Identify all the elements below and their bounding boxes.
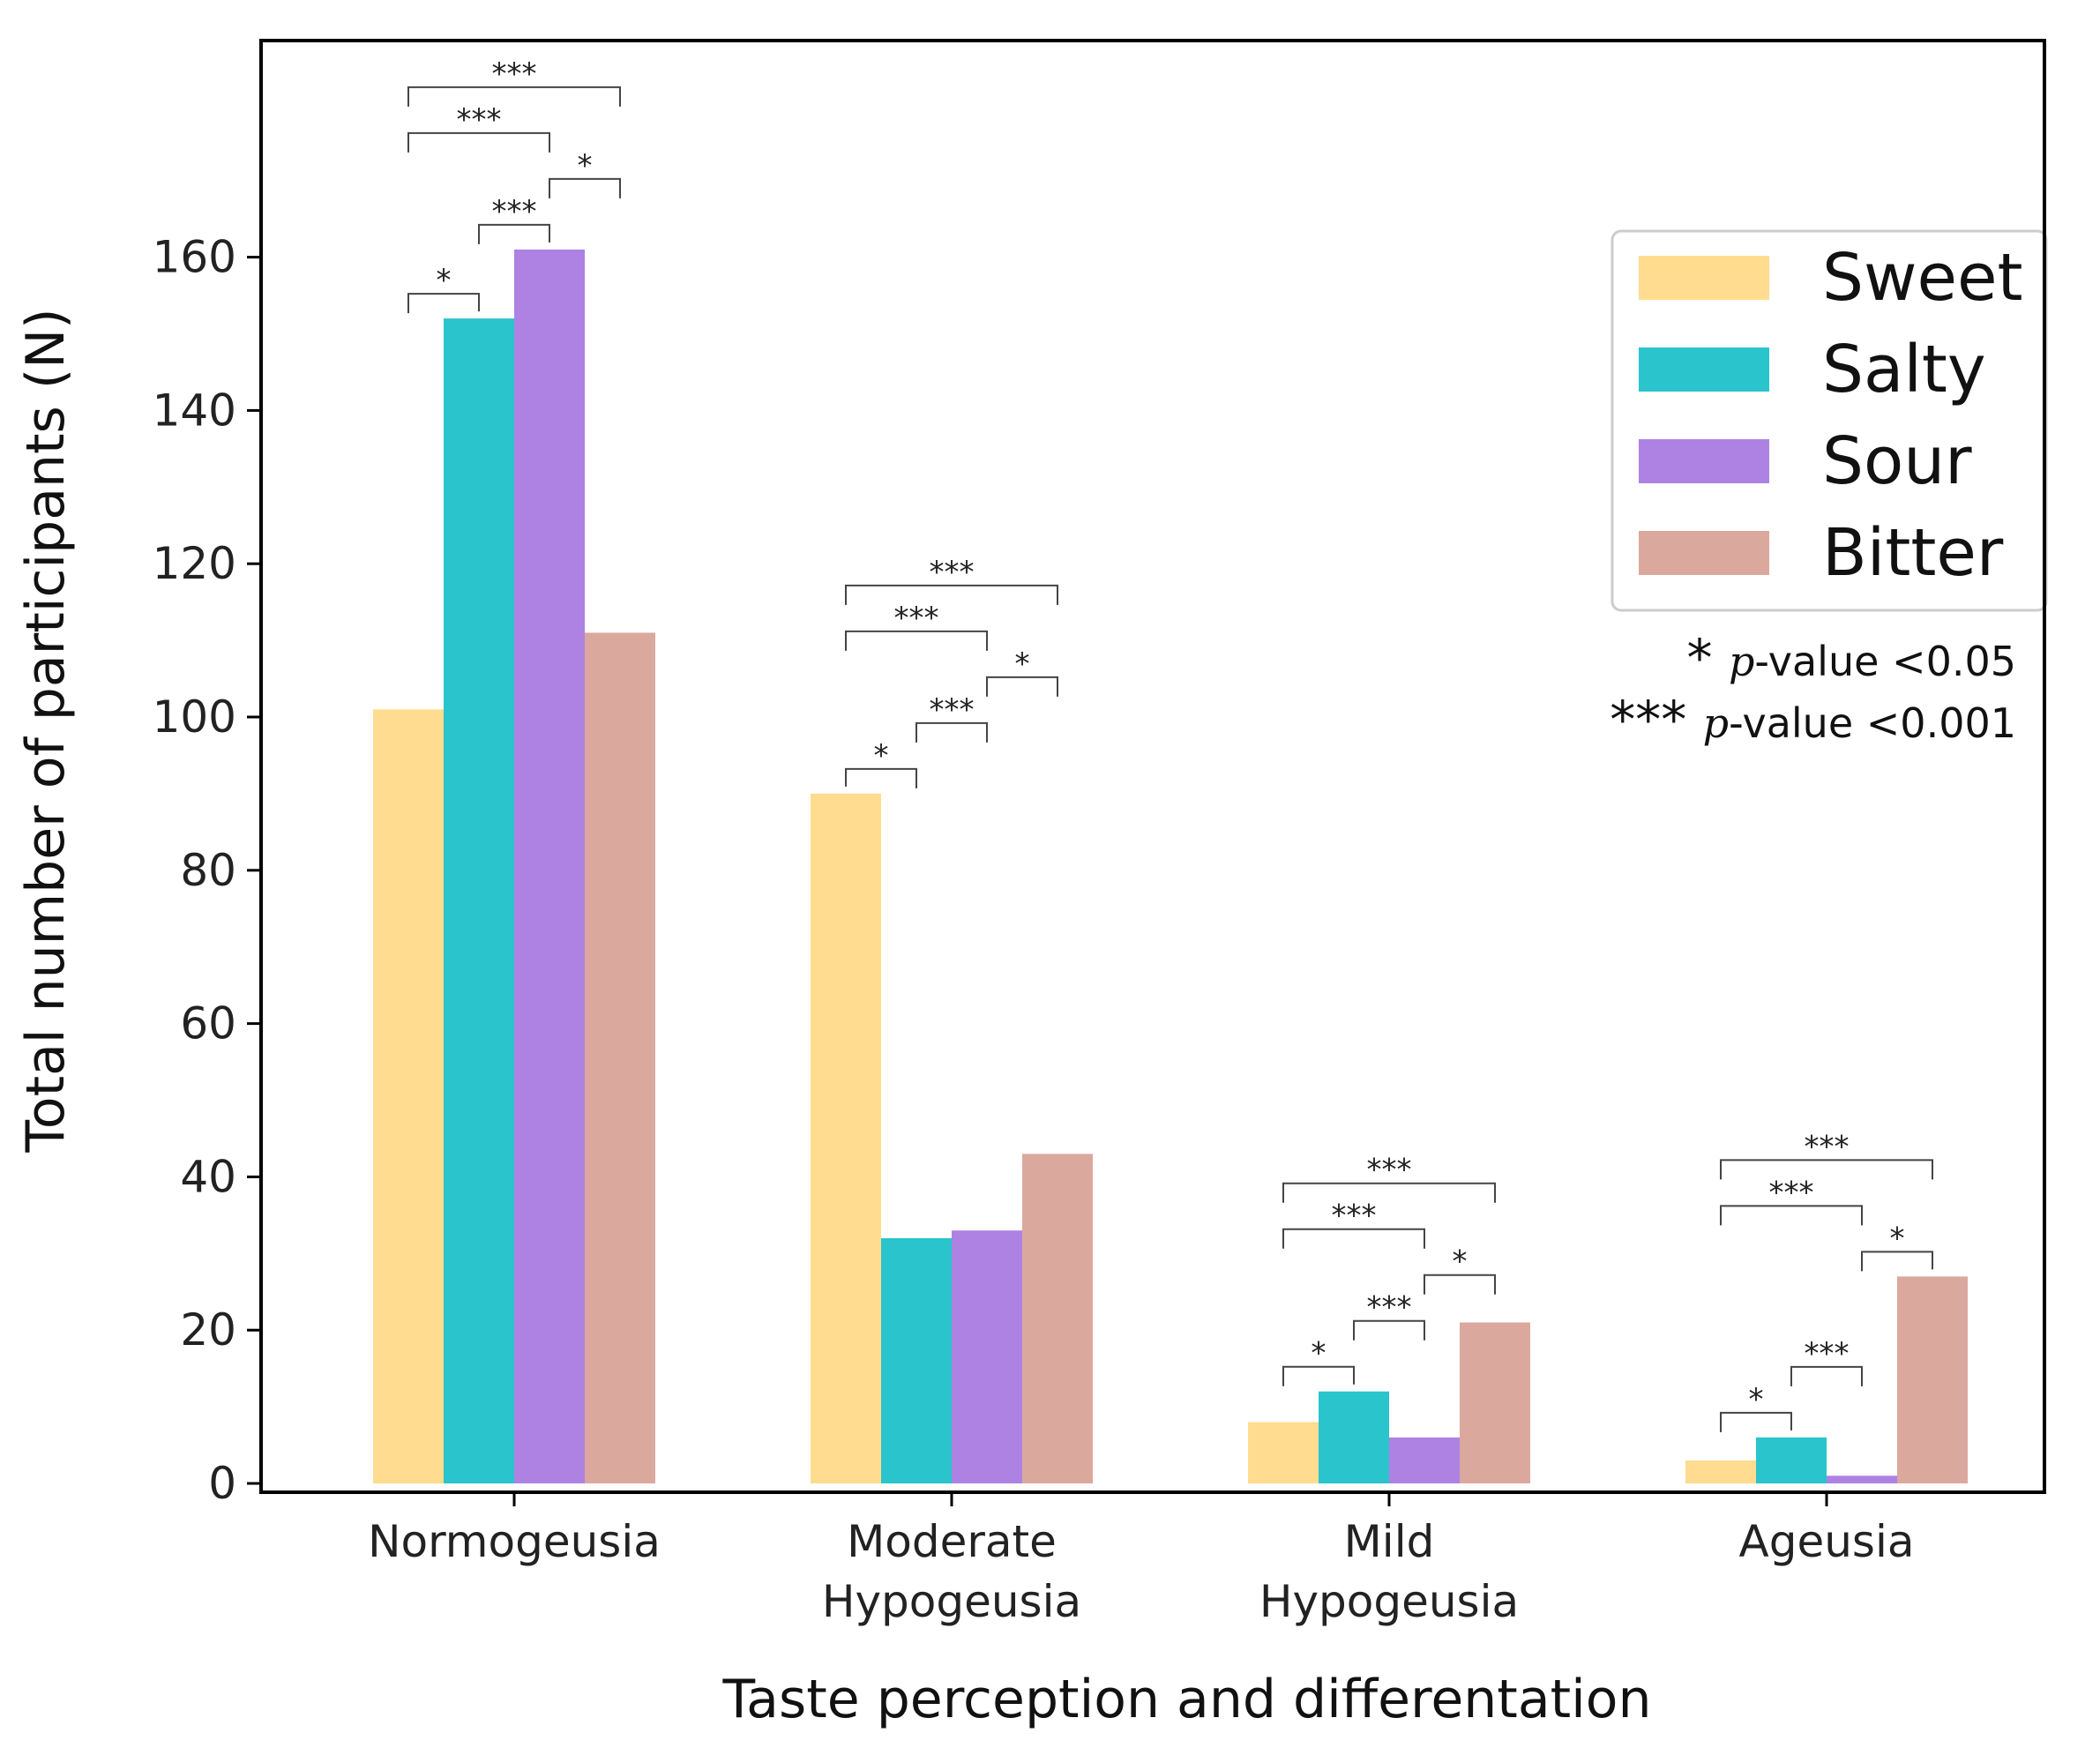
bar-bitter: [1460, 1322, 1530, 1483]
bar-salty: [444, 318, 514, 1483]
ytick-label: 80: [180, 845, 236, 896]
ytick-label: 100: [153, 691, 236, 743]
significance-bracket: [1424, 1274, 1496, 1295]
ytick-label: 140: [153, 385, 236, 436]
significance-label: ***: [1805, 1129, 1850, 1164]
bar-sweet: [373, 709, 444, 1483]
significance-bracket: [1720, 1205, 1863, 1226]
ytick-label: 40: [180, 1151, 236, 1202]
bar-bitter: [1897, 1276, 1968, 1483]
bars-layer: [373, 249, 1968, 1483]
significance-label: ***: [930, 555, 975, 590]
significance-bracket: [407, 131, 550, 153]
significance-bracket: [986, 676, 1058, 697]
significance-bracket: [915, 721, 988, 743]
significance-label: ***: [1805, 1336, 1850, 1371]
significance-label: ***: [930, 692, 975, 728]
bar-bitter: [1022, 1154, 1093, 1483]
significance-label: ***: [894, 601, 939, 636]
y-axis-title-group: Total number of participants (N): [15, 308, 77, 1153]
x-axis-title: Taste perception and differentation: [721, 1669, 1651, 1730]
bar-salty: [1756, 1437, 1827, 1483]
significance-label: *: [1015, 646, 1030, 682]
legend-label-salty: Salty: [1822, 332, 1986, 407]
ytick-label: 160: [153, 232, 236, 283]
significance-label: ***: [457, 102, 502, 138]
significance-legend: * p-value <0.05*** p-value <0.001: [1610, 628, 2016, 750]
bar-sour: [952, 1230, 1022, 1483]
xtick-label: Ageusia: [1739, 1516, 1915, 1567]
y-axis-title: Total number of participants (N): [15, 308, 77, 1153]
significance-bracket: [845, 584, 1058, 605]
legend-swatch-sweet: [1639, 256, 1769, 300]
significance-bracket: [549, 177, 621, 198]
legend-label-sweet: Sweet: [1822, 240, 2023, 316]
significance-bracket: [1353, 1319, 1425, 1341]
significance-bracket: [845, 630, 988, 651]
significance-label: *: [1312, 1336, 1327, 1371]
significance-bracket: [845, 767, 917, 788]
significance-bracket: [1720, 1159, 1933, 1180]
bar-sour: [1389, 1437, 1460, 1483]
ytick-label: 120: [153, 538, 236, 589]
ytick-label: 0: [208, 1458, 236, 1509]
significance-bracket: [1282, 1228, 1425, 1249]
legend-swatch-salty: [1639, 347, 1769, 392]
xtick-label: Mild: [1344, 1516, 1435, 1567]
significance-bracket: [407, 86, 621, 107]
legend-swatch-sour: [1639, 439, 1769, 483]
significance-label: *: [1453, 1244, 1468, 1280]
legend: Sweet Salty Sour Bitter: [1610, 229, 2048, 612]
bar-sour: [1827, 1475, 1897, 1483]
significance-label: *: [874, 738, 889, 773]
xtick-label: Moderate: [847, 1516, 1057, 1567]
xtick-label: Hypogeusia: [822, 1576, 1081, 1627]
ytick-label: 60: [180, 998, 236, 1050]
legend-label-sour: Sour: [1822, 423, 1972, 499]
legend-swatch-bitter: [1639, 531, 1769, 575]
bar-salty: [1319, 1391, 1389, 1483]
bar-sour: [514, 249, 585, 1483]
significance-bracket: [478, 223, 550, 244]
significance-legend-entry: *** p-value <0.001: [1610, 690, 2016, 750]
significance-label: ***: [1769, 1175, 1814, 1210]
bar-salty: [881, 1237, 952, 1483]
significance-bracket: [1790, 1365, 1863, 1386]
significance-label: *: [1890, 1221, 1905, 1256]
legend-label-bitter: Bitter: [1822, 515, 2004, 591]
bar-bitter: [585, 632, 655, 1483]
significance-label: *: [1749, 1382, 1764, 1417]
significance-label: ***: [1367, 1290, 1412, 1326]
significance-label: ***: [1367, 1153, 1412, 1188]
significance-label: *: [437, 263, 452, 298]
xtick-label: Normogeusia: [368, 1516, 661, 1567]
significance-brackets-layer: ****************************************…: [407, 56, 1933, 1432]
significance-label: ***: [492, 194, 537, 229]
significance-label: ***: [1332, 1199, 1377, 1234]
xtick-label: Hypogeusia: [1259, 1576, 1519, 1627]
significance-bracket: [1720, 1411, 1792, 1432]
significance-bracket: [1282, 1365, 1355, 1386]
bar-sweet: [1685, 1460, 1756, 1483]
significance-legend-entry: * p-value <0.05: [1687, 628, 2017, 688]
significance-bracket: [1861, 1251, 1933, 1272]
significance-bracket: [1282, 1182, 1496, 1203]
significance-label: *: [578, 148, 593, 183]
xtick-layer: Normogeusia Moderate Hypogeusia Mild Hypogeu…: [368, 1492, 1914, 1627]
bar-sweet: [811, 793, 881, 1483]
significance-bracket: [407, 293, 480, 314]
plot-frame: [259, 39, 2046, 1494]
significance-label: ***: [492, 56, 537, 92]
ytick-layer: 0 20 40 60 80 100 120 140 160: [153, 232, 261, 1509]
ytick-label: 20: [180, 1304, 236, 1356]
bar-sweet: [1248, 1422, 1319, 1483]
